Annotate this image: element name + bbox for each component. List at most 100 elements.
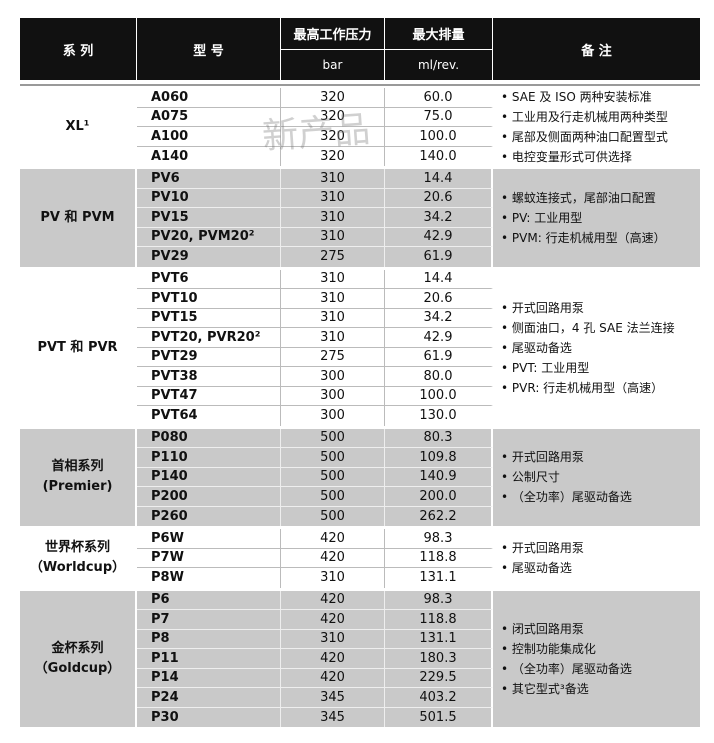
model: PVT38 [137,367,281,387]
note: 尾驱动备选 [501,338,572,358]
pressure: 420 [281,668,385,688]
model: P24 [137,688,281,708]
pressure: 420 [281,610,385,630]
model: P8 [137,629,281,649]
pressure: 420 [281,529,385,549]
pressure: 310 [281,188,385,208]
series-cell: PV 和 PVM [20,169,137,267]
watermark: 新产品 [260,109,372,158]
series-label: （Worldcup） [29,560,126,576]
model: P7 [137,610,281,630]
pressure: 310 [281,269,385,289]
displacement: 100.0 [385,386,493,406]
header-rule [20,84,700,86]
displacement: 80.3 [385,428,493,448]
notes-cell: 闭式回路用泵控制功能集成化（全功率）尾驱动备选其它型式³备选 [493,590,700,727]
pressure: 310 [281,169,385,189]
displacement: 140.0 [385,146,493,166]
notes-cell: SAE 及 ISO 两种安装标准工业用及行走机械用两种类型尾部及侧面两种油口配置… [493,88,700,166]
series-cell: XL¹ [20,88,137,166]
pressure: 420 [281,649,385,669]
displacement: 100.0 [385,127,493,147]
pressure: 300 [281,406,385,426]
note: SAE 及 ISO 两种安装标准 [501,87,652,107]
displacement: 229.5 [385,668,493,688]
series-label: （Goldcup） [34,660,121,676]
note: 开式回路用泵 [501,538,584,558]
displacement: 118.8 [385,548,493,568]
series-label: 金杯系列 [51,640,104,656]
pressure: 500 [281,487,385,507]
pressure: 345 [281,688,385,708]
displacement: 60.0 [385,88,493,108]
note: 尾部及侧面两种油口配置型式 [501,127,668,147]
model: PV20, PVM20² [137,227,281,247]
displacement: 80.0 [385,367,493,387]
series-cell: 金杯系列 （Goldcup） [20,590,137,727]
header-pressure: 最高工作压力 [281,18,385,50]
note: 电控变量形式可供选择 [501,147,632,167]
displacement: 34.2 [385,308,493,328]
pressure: 420 [281,548,385,568]
pressure: 500 [281,428,385,448]
pressure: 310 [281,328,385,348]
pressure: 310 [281,227,385,247]
pressure: 275 [281,347,385,367]
model: P200 [137,487,281,507]
note: PV: 工业用型 [501,208,582,228]
model: P6W [137,529,281,549]
series-cell: 世界杯系列 （Worldcup） [20,529,137,588]
displacement: 130.0 [385,406,493,426]
model: P080 [137,428,281,448]
displacement: 131.1 [385,629,493,649]
displacement: 42.9 [385,227,493,247]
pressure: 300 [281,367,385,387]
note: 开式回路用泵 [501,298,584,318]
note: 闭式回路用泵 [501,619,584,639]
note: 螺蚊连接式，尾部油口配置 [501,188,656,208]
note: 控制功能集成化 [501,639,596,659]
pressure: 320 [281,127,385,147]
displacement: 501.5 [385,707,493,727]
series-cell: PVT 和 PVR [20,269,137,426]
note: 尾驱动备选 [501,558,572,578]
header-notes: 备 注 [493,18,700,80]
displacement: 180.3 [385,649,493,669]
model: PVT64 [137,406,281,426]
series-label: 首相系列 [51,459,104,475]
series-label: PVT 和 PVR [37,339,118,355]
displacement: 61.9 [385,347,493,367]
model: A140 [137,146,281,166]
note: （全功率）尾驱动备选 [501,487,632,507]
note: 工业用及行走机械用两种类型 [501,107,668,127]
header-model: 型 号 [137,18,281,80]
pressure: 310 [281,568,385,588]
pressure: 310 [281,629,385,649]
displacement: 42.9 [385,328,493,348]
model: PVT20, PVR20² [137,328,281,348]
note: 侧面油口，4 孔 SAE 法兰连接 [501,318,675,338]
pressure: 320 [281,107,385,127]
displacement: 262.2 [385,506,493,526]
notes-cell: 开式回路用泵尾驱动备选 [493,529,700,588]
model: A060 [137,88,281,108]
displacement: 140.9 [385,467,493,487]
pressure: 300 [281,386,385,406]
notes-cell: 开式回路用泵侧面油口，4 孔 SAE 法兰连接尾驱动备选PVT: 工业用型PVR… [493,269,700,426]
pressure: 310 [281,289,385,309]
displacement: 131.1 [385,568,493,588]
header-displacement: 最大排量 [385,18,493,50]
notes-cell: 开式回路用泵公制尺寸（全功率）尾驱动备选 [493,428,700,526]
displacement: 20.6 [385,188,493,208]
model: PVT47 [137,386,281,406]
model: P7W [137,548,281,568]
displacement: 14.4 [385,169,493,189]
notes-cell: 螺蚊连接式，尾部油口配置PV: 工业用型PVM: 行走机械用型（高速） [493,169,700,267]
pressure: 500 [281,467,385,487]
series-cell: 首相系列 (Premier) [20,428,137,526]
pressure: 320 [281,146,385,166]
note: PVT: 工业用型 [501,358,589,378]
note: PVR: 行走机械用型（高速） [501,378,663,398]
model: P8W [137,568,281,588]
model: A075 [137,107,281,127]
